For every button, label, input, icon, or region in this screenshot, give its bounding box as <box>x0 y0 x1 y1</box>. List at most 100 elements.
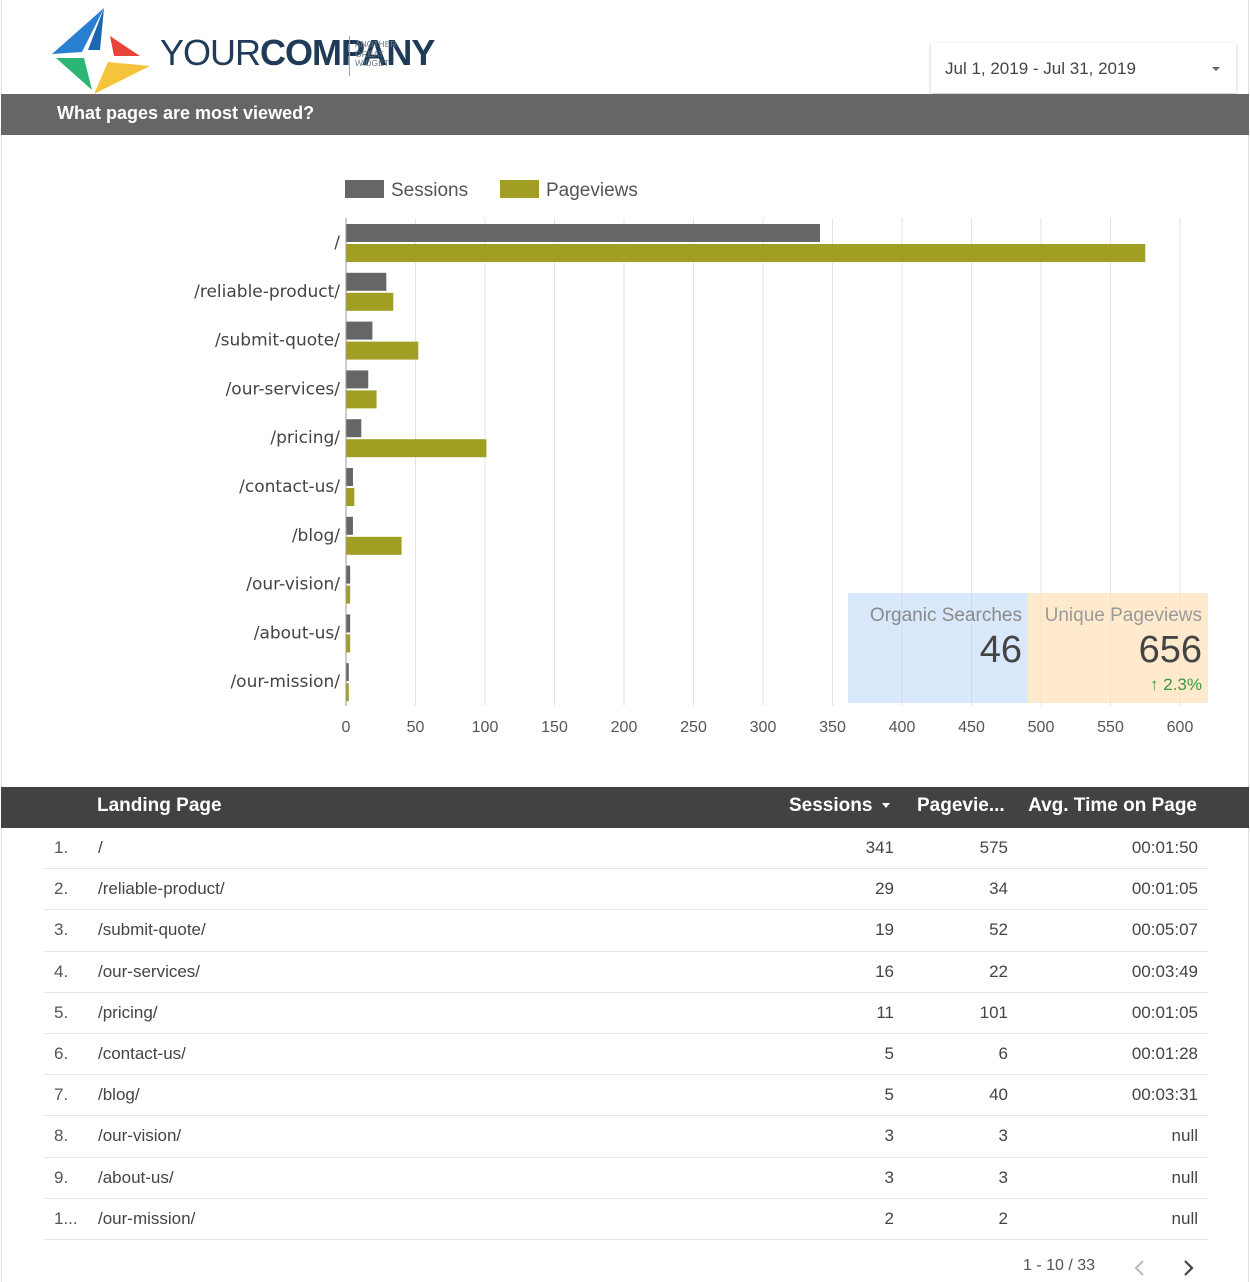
table-row[interactable]: 8. /our-vision/3 3 null <box>44 1116 1208 1158</box>
bar-sessions <box>346 663 349 682</box>
scorecard-value: 656 <box>1138 629 1202 671</box>
x-tick-label: 100 <box>472 719 499 736</box>
legend-swatch <box>500 180 539 198</box>
row-avg-time: null <box>1171 1208 1198 1228</box>
row-avg-time: 00:01:05 <box>1131 879 1198 899</box>
row-avg-time: 00:05:07 <box>1131 920 1198 940</box>
x-tick-label: 150 <box>541 719 568 736</box>
row-index: 6. <box>54 1043 69 1063</box>
row-pageviews: 575 <box>979 838 1008 857</box>
x-tick-label: 450 <box>958 719 985 736</box>
category-label: /our-services/ <box>226 379 341 399</box>
row-sessions: 341 <box>865 838 894 857</box>
category-label: /our-vision/ <box>246 575 340 595</box>
x-tick-label: 600 <box>1167 719 1194 736</box>
caret-down-icon <box>1212 67 1220 71</box>
row-landing-page: /our-vision/ <box>98 1126 182 1146</box>
pagination-range: 1 - 10 / 33 <box>1023 1257 1096 1274</box>
category-label: /about-us/ <box>254 623 341 643</box>
bar-sessions <box>346 468 353 486</box>
row-landing-page: /our-services/ <box>98 961 201 981</box>
logo-tagline-line: WIDGET <box>355 58 389 68</box>
column-header-avg-time[interactable]: Avg. Time on Page <box>1028 795 1197 816</box>
x-tick-label: 500 <box>1028 719 1055 736</box>
row-sessions: 3 <box>884 1167 894 1187</box>
x-tick-label: 250 <box>680 719 707 736</box>
table-row[interactable]: 1... /our-mission/2 2 null <box>44 1199 1208 1240</box>
logo-tagline: ANOTHER GREAT WIDGET <box>355 39 397 69</box>
bar-pageviews <box>346 536 402 555</box>
table-row[interactable]: 7. /blog/5 40 00:03:31 <box>44 1075 1208 1117</box>
column-header-sessions-label: Sessions <box>789 795 873 816</box>
column-header-sessions[interactable]: Sessions <box>789 795 891 817</box>
row-landing-page: / <box>98 838 103 857</box>
logo-divider <box>349 36 350 76</box>
bar-pageviews <box>346 341 419 360</box>
row-pageviews: 52 <box>989 920 1008 940</box>
table-row[interactable]: 5. /pricing/11 101 00:01:05 <box>44 993 1208 1034</box>
row-avg-time: 00:01:05 <box>1131 1002 1198 1022</box>
category-label: /blog/ <box>292 526 340 546</box>
arrow-up-icon: ↑ <box>1150 675 1159 694</box>
row-pageviews: 6 <box>998 1043 1008 1063</box>
bar-sessions <box>346 419 362 438</box>
table-row[interactable]: 9. /about-us/3 3 null <box>44 1158 1208 1199</box>
row-sessions: 29 <box>875 879 894 899</box>
row-sessions: 5 <box>884 1043 894 1063</box>
sort-desc-icon <box>882 803 891 809</box>
row-pageviews: 101 <box>979 1002 1008 1022</box>
column-header-pageviews[interactable]: Pagevie... <box>917 795 1005 816</box>
category-label: /pricing/ <box>270 428 340 448</box>
bar-sessions <box>346 321 373 340</box>
date-range-text: Jul 1, 2019 - Jul 31, 2019 <box>945 59 1136 78</box>
bar-sessions <box>346 565 351 584</box>
row-index: 3. <box>54 920 69 940</box>
table-body: 1./341 575 00:01:50 2./reliable-product/29… <box>44 828 1208 1240</box>
x-tick-label: 200 <box>611 719 638 736</box>
logo-tagline-line: GREAT <box>355 48 384 59</box>
logo-tagline-line: ANOTHER <box>355 39 397 49</box>
row-sessions: 2 <box>884 1208 894 1228</box>
x-tick-label: 350 <box>819 719 846 736</box>
bar-chart: 0 50 100 150 200 250 300 350 400 450 500 550 600 / /re… <box>0 150 1250 750</box>
row-landing-page: /our-mission/ <box>98 1208 196 1228</box>
row-landing-page: /pricing/ <box>98 1002 158 1022</box>
row-sessions: 16 <box>875 961 894 981</box>
logo-word-bold: COMPANY <box>260 32 435 73</box>
category-label: / <box>334 233 340 253</box>
row-avg-time: 00:03:31 <box>1131 1085 1198 1105</box>
row-pageviews: 40 <box>989 1085 1008 1105</box>
row-pageviews: 3 <box>998 1167 1008 1187</box>
column-header-landing-page[interactable]: Landing Page <box>97 795 222 816</box>
category-label: /contact-us/ <box>239 477 340 497</box>
row-sessions: 3 <box>884 1126 894 1146</box>
category-label: /submit-quote/ <box>215 331 340 351</box>
row-pageviews: 3 <box>998 1126 1008 1146</box>
pagination: 1 - 10 / 33 <box>1020 1256 1220 1278</box>
section-banner: What pages are most viewed? <box>1 94 1249 135</box>
row-index: 8. <box>54 1126 69 1146</box>
chevron-right-icon[interactable] <box>1178 1258 1198 1278</box>
table-row[interactable]: 3. /submit-quote/19 52 00:05:07 <box>44 910 1208 952</box>
table-row[interactable]: 6. /contact-us/5 6 00:01:28 <box>44 1034 1208 1076</box>
row-landing-page: /reliable-product/ <box>98 879 225 899</box>
table-row[interactable]: 2. /reliable-product/29 34 00:01:05 <box>44 869 1208 911</box>
row-index: 1... <box>54 1208 78 1228</box>
row-landing-page: /submit-quote/ <box>98 920 206 940</box>
bar-sessions <box>346 272 387 291</box>
scorecard-label: Unique Pageviews <box>1044 605 1202 626</box>
row-avg-time: 00:01:50 <box>1131 838 1198 857</box>
row-pageviews: 22 <box>989 961 1008 981</box>
table-header: Landing Page Sessions Pagevie... Avg. Ti… <box>1 787 1249 828</box>
row-avg-time: 00:01:28 <box>1131 1043 1198 1063</box>
row-avg-time: 00:03:49 <box>1131 961 1198 981</box>
bar-pageviews <box>346 683 349 702</box>
row-index: 7. <box>54 1085 69 1105</box>
chevron-left-icon[interactable] <box>1130 1258 1150 1278</box>
table-row[interactable]: 1. / 341 575 00:01:50 <box>44 828 1208 870</box>
scorecard-label: Organic Searches <box>869 605 1022 626</box>
table-row[interactable]: 4. /our-services/16 22 00:03:49 <box>44 952 1208 993</box>
date-range-picker[interactable]: Jul 1, 2019 - Jul 31, 2019 <box>931 43 1236 93</box>
section-title: What pages are most viewed? <box>57 103 315 123</box>
